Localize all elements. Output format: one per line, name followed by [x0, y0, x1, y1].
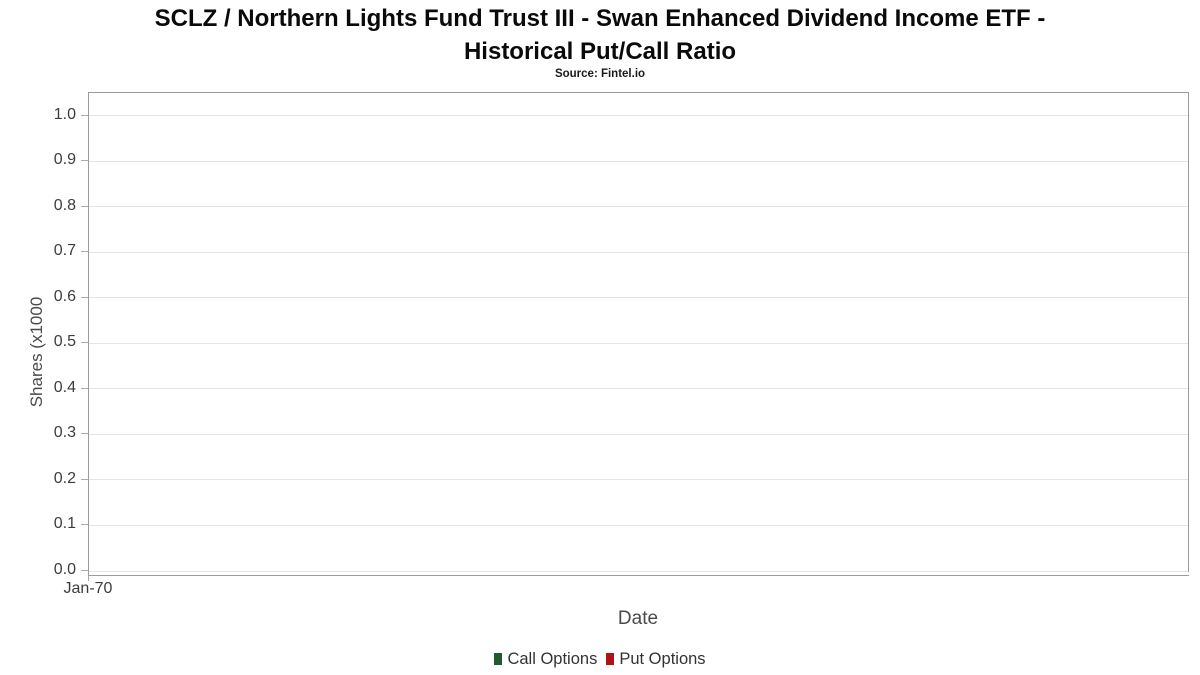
chart-title-line2: Historical Put/Call Ratio	[463, 38, 737, 65]
y-tick-mark	[81, 342, 88, 343]
y-tick-label: 0.6	[53, 288, 76, 305]
y-tick-mark	[81, 251, 88, 252]
y-tick-label: 1.0	[53, 106, 76, 123]
legend-label: Put Options	[619, 650, 706, 668]
grid-line	[89, 479, 1188, 480]
y-tick-mark	[81, 115, 88, 116]
legend-swatch	[494, 653, 503, 665]
y-tick-mark	[81, 433, 88, 434]
grid-line	[89, 571, 1188, 572]
grid-line	[89, 206, 1188, 207]
y-tick-mark	[81, 479, 88, 480]
x-tick-mark	[88, 576, 89, 581]
y-tick-mark	[81, 160, 88, 161]
y-tick-label: 0.4	[53, 379, 76, 396]
grid-line	[89, 434, 1188, 435]
legend-swatch	[606, 653, 615, 665]
y-tick-label: 0.7	[53, 242, 76, 259]
y-tick-label: 0.1	[53, 515, 76, 532]
x-axis-joint	[88, 571, 89, 576]
y-tick-label: 0.5	[53, 333, 76, 350]
y-tick-mark	[81, 388, 88, 389]
grid-line	[89, 388, 1188, 389]
x-tick-label: Jan-70	[63, 580, 113, 597]
grid-line	[89, 161, 1188, 162]
legend: Call Options Put Options	[0, 646, 1200, 672]
plot-area	[88, 92, 1189, 572]
chart-title: SCLZ / Northern Lights Fund Trust III - …	[0, 2, 1200, 68]
legend-item-call-options: Call Options	[494, 649, 597, 669]
y-tick-mark	[81, 524, 88, 525]
y-tick-label: 0.3	[53, 424, 76, 441]
y-tick-label: 0.2	[53, 470, 76, 487]
y-tick-mark	[81, 206, 88, 207]
legend-item-put-options: Put Options	[606, 649, 706, 669]
y-tick-label: 0.8	[53, 197, 76, 214]
grid-line	[89, 525, 1188, 526]
chart-title-line1: SCLZ / Northern Lights Fund Trust III - …	[154, 5, 1046, 32]
grid-line	[89, 252, 1188, 253]
grid-line	[89, 343, 1188, 344]
y-tick-label: 0.9	[53, 151, 76, 168]
chart-subtitle: Source: Fintel.io	[554, 68, 646, 80]
x-axis-line	[88, 575, 1189, 576]
legend-label: Call Options	[507, 650, 598, 668]
y-tick-label: 0.0	[53, 561, 76, 578]
grid-line	[89, 115, 1188, 116]
grid-line	[89, 297, 1188, 298]
y-tick-mark	[81, 297, 88, 298]
x-axis-title: Date	[617, 608, 659, 629]
y-tick-mark	[81, 570, 88, 571]
